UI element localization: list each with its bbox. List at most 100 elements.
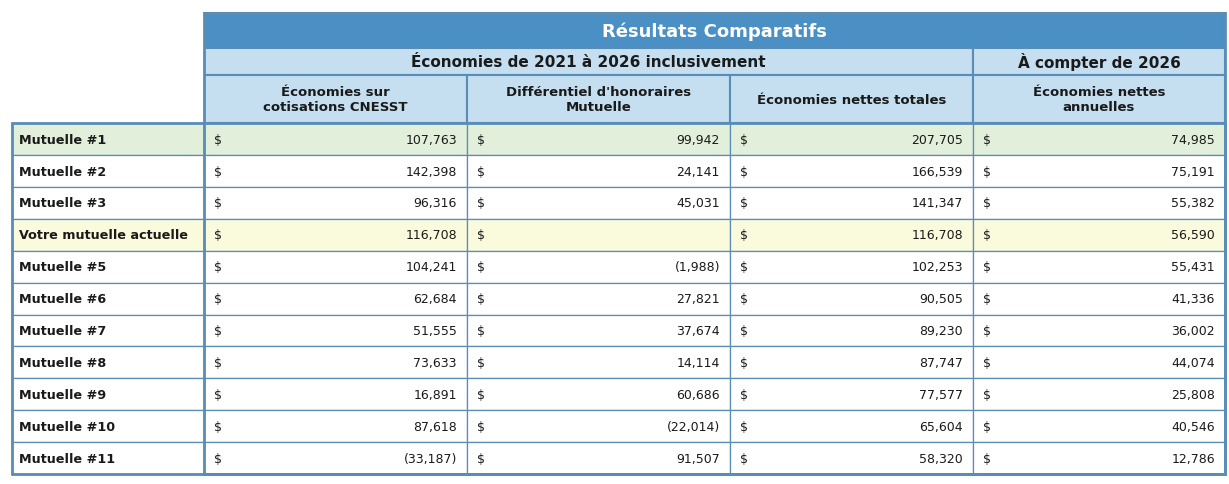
Bar xyxy=(12,251,204,283)
Text: $: $ xyxy=(477,324,485,337)
Text: 74,985: 74,985 xyxy=(1171,134,1215,146)
Text: $: $ xyxy=(983,324,991,337)
Text: $: $ xyxy=(477,197,485,210)
Text: 58,320: 58,320 xyxy=(919,452,964,465)
Text: 25,808: 25,808 xyxy=(1171,388,1215,401)
Text: $: $ xyxy=(740,197,748,210)
Text: 16,891: 16,891 xyxy=(413,388,457,401)
Bar xyxy=(204,410,467,442)
Text: 116,708: 116,708 xyxy=(406,229,457,242)
Text: $: $ xyxy=(740,452,748,465)
Text: 104,241: 104,241 xyxy=(406,261,457,273)
Text: 99,942: 99,942 xyxy=(677,134,720,146)
Text: Différentiel d'honoraires
Mutuelle: Différentiel d'honoraires Mutuelle xyxy=(506,86,691,114)
Bar xyxy=(12,188,204,219)
Bar xyxy=(467,378,730,410)
Text: $: $ xyxy=(983,388,991,401)
Text: 207,705: 207,705 xyxy=(911,134,964,146)
Text: 60,686: 60,686 xyxy=(676,388,720,401)
Text: 37,674: 37,674 xyxy=(676,324,720,337)
Text: $: $ xyxy=(740,292,748,305)
Bar xyxy=(730,156,973,188)
Text: Économies de 2021 à 2026 inclusivement: Économies de 2021 à 2026 inclusivement xyxy=(412,55,766,70)
Bar xyxy=(204,156,467,188)
Text: $: $ xyxy=(740,356,748,369)
Text: Mutuelle #3: Mutuelle #3 xyxy=(18,197,106,210)
Text: $: $ xyxy=(214,452,222,465)
Text: 44,074: 44,074 xyxy=(1171,356,1215,369)
Bar xyxy=(467,315,730,347)
Bar xyxy=(730,251,973,283)
Text: $: $ xyxy=(740,165,748,178)
Text: $: $ xyxy=(214,388,222,401)
Text: $: $ xyxy=(740,261,748,273)
Bar xyxy=(204,188,467,219)
Text: Mutuelle #2: Mutuelle #2 xyxy=(18,165,106,178)
Bar xyxy=(12,315,204,347)
Bar xyxy=(730,188,973,219)
Bar xyxy=(973,347,1225,378)
Text: (1,988): (1,988) xyxy=(675,261,720,273)
Text: Mutuelle #7: Mutuelle #7 xyxy=(18,324,106,337)
Text: $: $ xyxy=(214,197,222,210)
Text: Mutuelle #9: Mutuelle #9 xyxy=(18,388,106,401)
Text: (33,187): (33,187) xyxy=(403,452,457,465)
Bar xyxy=(730,219,973,251)
Bar xyxy=(973,315,1225,347)
Text: $: $ xyxy=(477,388,485,401)
Text: Mutuelle #8: Mutuelle #8 xyxy=(18,356,106,369)
Bar xyxy=(973,76,1225,124)
Bar xyxy=(204,49,973,76)
Bar xyxy=(204,219,467,251)
Text: Économies sur
cotisations CNESST: Économies sur cotisations CNESST xyxy=(263,86,408,114)
Text: $: $ xyxy=(477,261,485,273)
Text: $: $ xyxy=(983,261,991,273)
Text: 90,505: 90,505 xyxy=(919,292,964,305)
Bar xyxy=(467,283,730,315)
Bar xyxy=(730,378,973,410)
Text: Mutuelle #10: Mutuelle #10 xyxy=(18,420,116,433)
Bar xyxy=(12,124,204,156)
Text: $: $ xyxy=(477,292,485,305)
Text: 45,031: 45,031 xyxy=(676,197,720,210)
Bar xyxy=(973,49,1225,76)
Text: 55,431: 55,431 xyxy=(1171,261,1215,273)
Text: $: $ xyxy=(740,134,748,146)
Text: $: $ xyxy=(477,452,485,465)
Bar xyxy=(730,315,973,347)
Text: 116,708: 116,708 xyxy=(912,229,964,242)
Bar xyxy=(467,188,730,219)
Text: $: $ xyxy=(214,134,222,146)
Bar xyxy=(467,410,730,442)
Text: $: $ xyxy=(740,388,748,401)
Text: $: $ xyxy=(983,197,991,210)
Text: 51,555: 51,555 xyxy=(413,324,457,337)
Text: (22,014): (22,014) xyxy=(666,420,720,433)
Bar xyxy=(973,251,1225,283)
Bar xyxy=(973,219,1225,251)
Bar xyxy=(973,156,1225,188)
Bar xyxy=(12,14,204,124)
Text: 41,336: 41,336 xyxy=(1171,292,1215,305)
Text: $: $ xyxy=(983,165,991,178)
Bar xyxy=(973,442,1225,474)
Text: $: $ xyxy=(477,356,485,369)
Text: $: $ xyxy=(214,261,222,273)
Text: Mutuelle #6: Mutuelle #6 xyxy=(18,292,106,305)
Text: 77,577: 77,577 xyxy=(919,388,964,401)
Bar xyxy=(467,347,730,378)
Bar xyxy=(12,219,204,251)
Bar xyxy=(204,76,467,124)
Bar xyxy=(467,251,730,283)
Text: 14,114: 14,114 xyxy=(677,356,720,369)
Text: 62,684: 62,684 xyxy=(413,292,457,305)
Bar xyxy=(467,76,730,124)
Text: 24,141: 24,141 xyxy=(677,165,720,178)
Bar xyxy=(467,219,730,251)
Bar xyxy=(12,156,204,188)
Text: 107,763: 107,763 xyxy=(406,134,457,146)
Text: $: $ xyxy=(740,229,748,242)
Text: Mutuelle #1: Mutuelle #1 xyxy=(18,134,106,146)
Text: 87,618: 87,618 xyxy=(413,420,457,433)
Text: $: $ xyxy=(983,229,991,242)
